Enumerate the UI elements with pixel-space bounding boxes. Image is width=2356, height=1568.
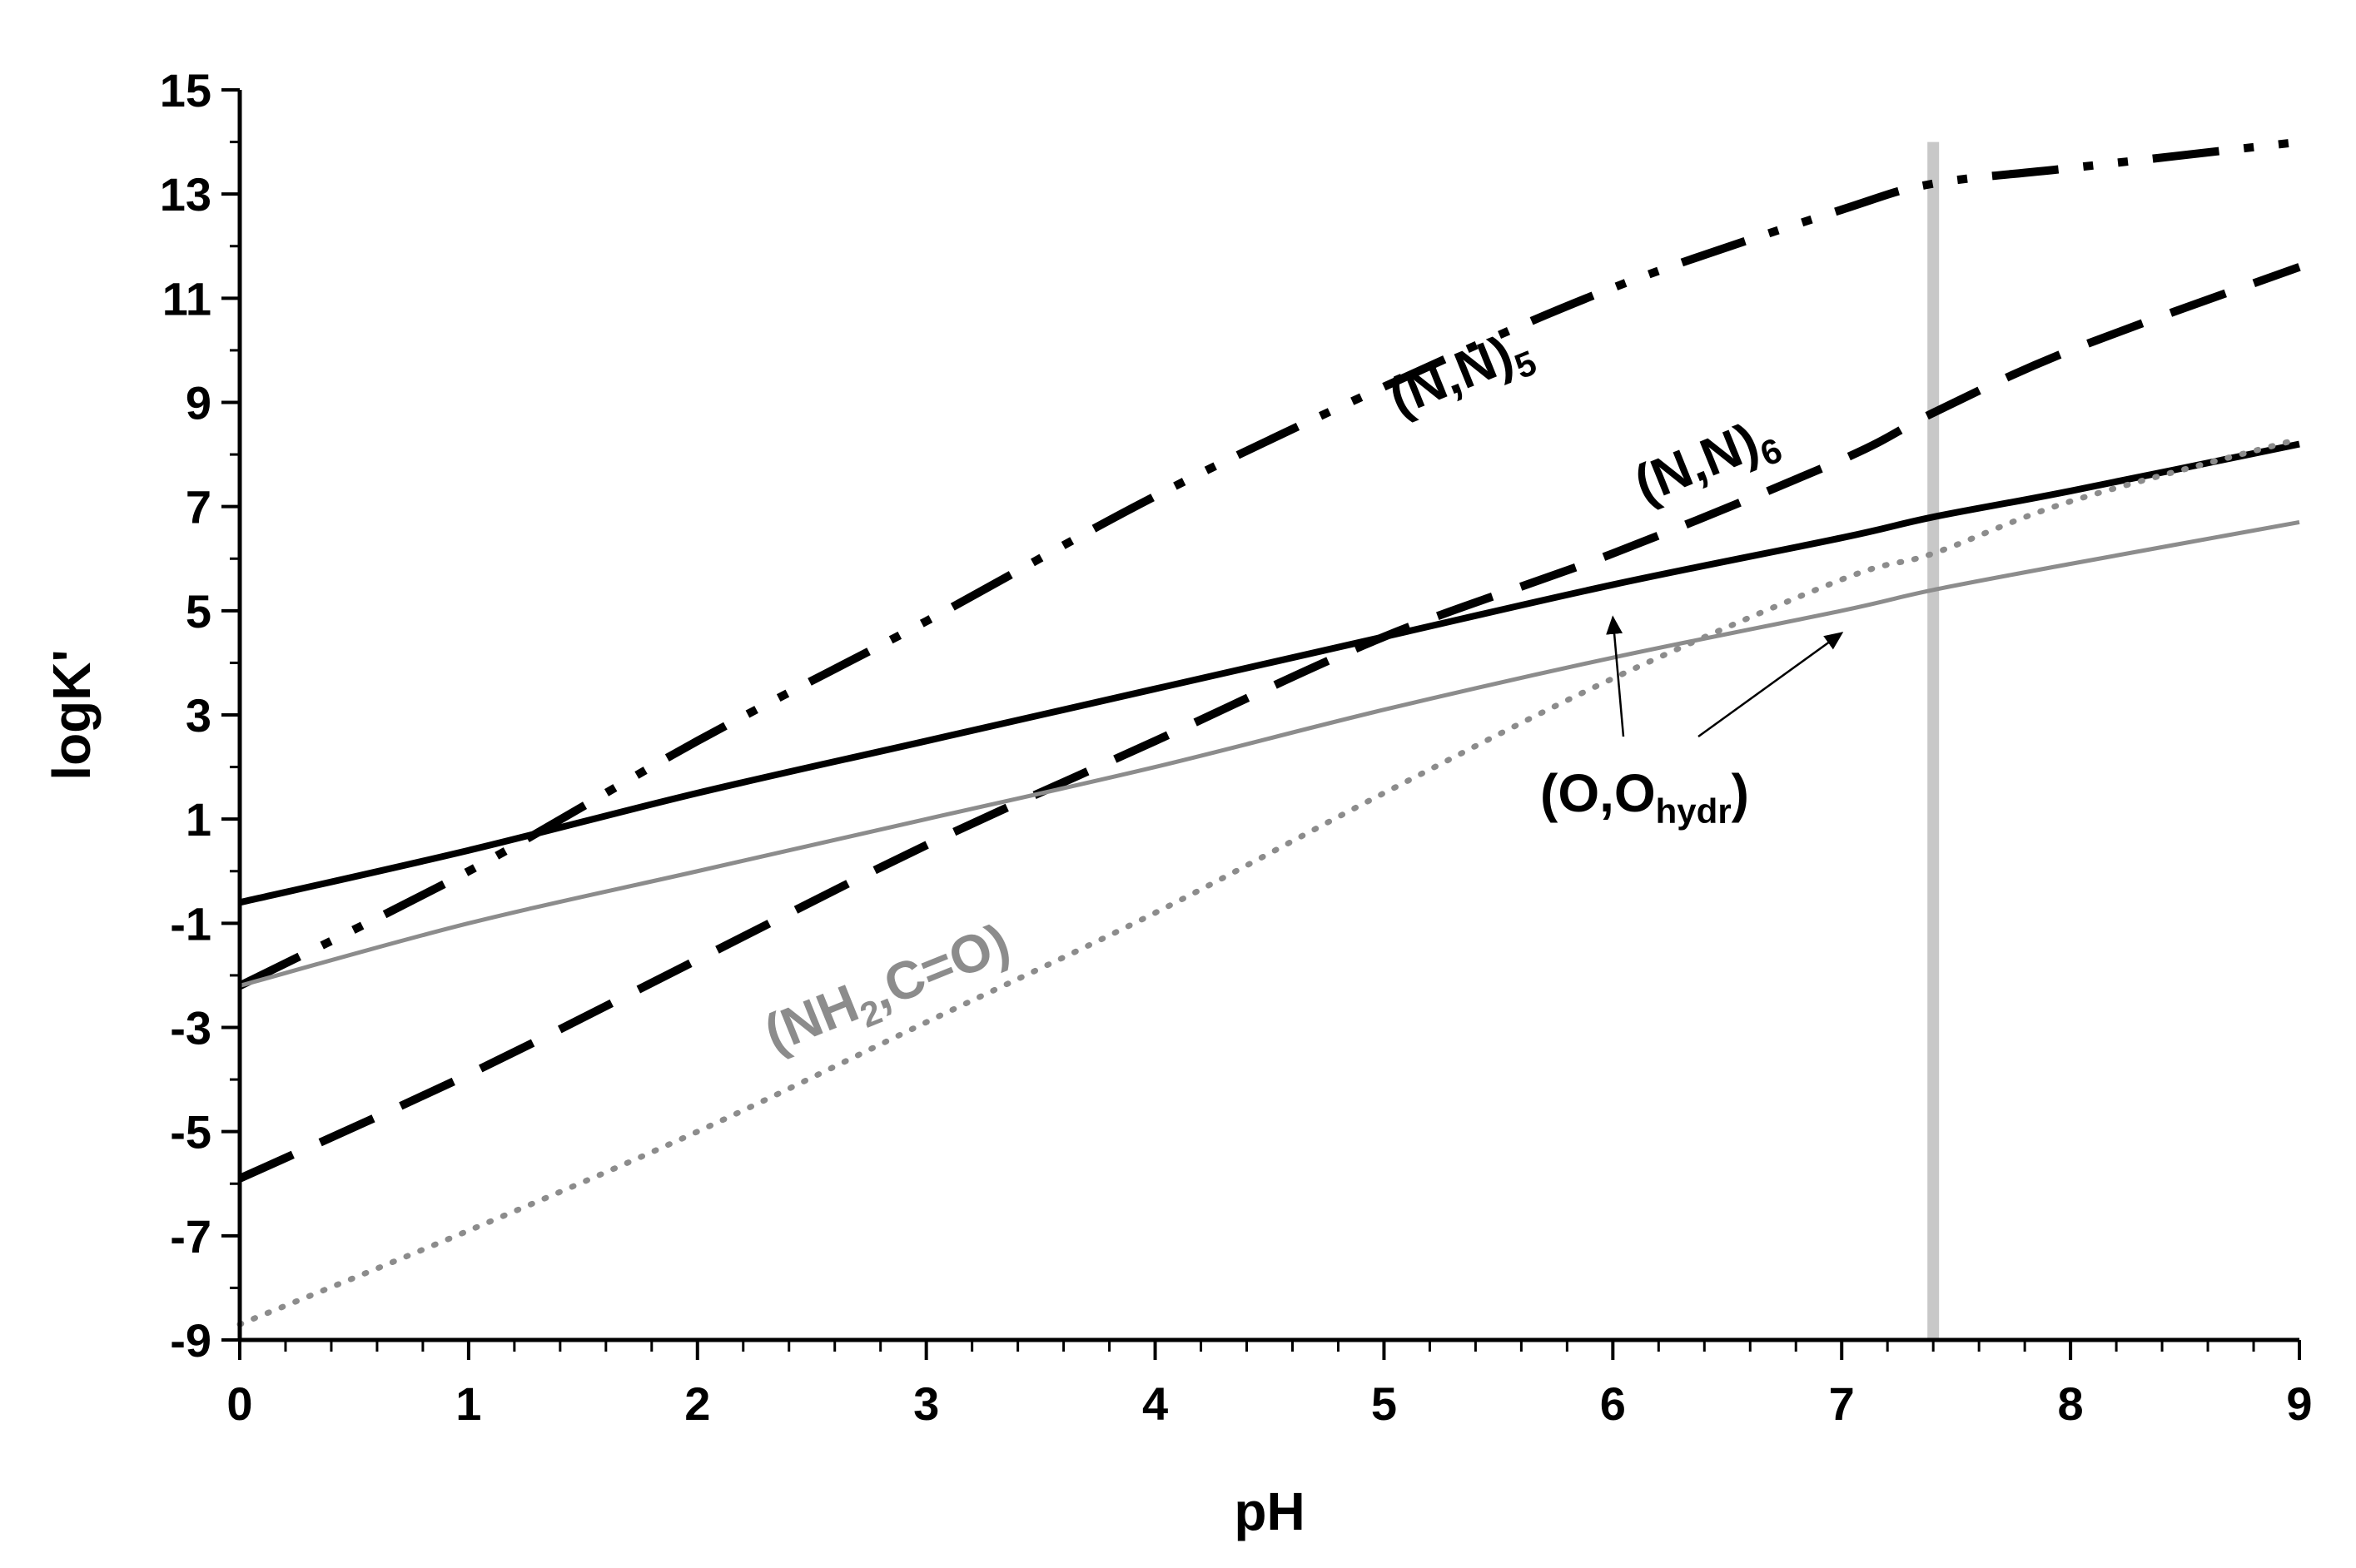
y-tick-label: -1 [170,897,211,950]
x-tick-label: 0 [226,1377,252,1430]
x-tick-label: 5 [1371,1377,1397,1430]
y-tick-label: -5 [170,1106,211,1159]
x-tick-label: 7 [1829,1377,1855,1430]
x-tick-label: 1 [455,1377,481,1430]
annotation-arrow-0 [1606,615,1625,737]
annotation-arrow-1 [1697,632,1844,738]
x-tick-label: 2 [684,1377,710,1430]
x-tick-label: 9 [2286,1377,2312,1430]
y-tick-label: 1 [186,793,211,846]
series-line-1 [237,263,2301,1183]
y-tick-label: 5 [186,585,211,638]
x-tick-label: 4 [1142,1377,1168,1430]
y-tick-label: 13 [160,168,211,221]
series-label-nn6: (N,N)6 [1626,404,1787,521]
annotation-o-ohydr: (O,Ohydr) [1540,763,1749,831]
y-tick-label: -3 [170,1002,211,1054]
series-line-3 [239,519,2300,988]
y-tick-label: 11 [162,272,211,325]
y-tick-label: 15 [160,64,211,117]
y-tick-label: 9 [186,377,211,429]
x-tick-label: 8 [2058,1377,2084,1430]
series-label-nh2-co: (NH2,C=O) [756,911,1020,1070]
y-tick-label: -7 [170,1210,211,1263]
series-label-nn5: (N,N)5 [1380,316,1542,434]
y-tick-label: 3 [186,689,211,742]
y-axis-title: logK' [42,649,102,780]
y-tick-label: 7 [186,481,211,533]
series-line-2 [239,440,2300,906]
x-tick-label: 3 [913,1377,939,1430]
series-line-0 [237,137,2300,990]
series-line-4 [236,435,2303,1327]
x-axis-title: pH [1234,1481,1305,1541]
y-tick-label: -9 [170,1314,211,1367]
x-tick-label: 6 [1600,1377,1626,1430]
